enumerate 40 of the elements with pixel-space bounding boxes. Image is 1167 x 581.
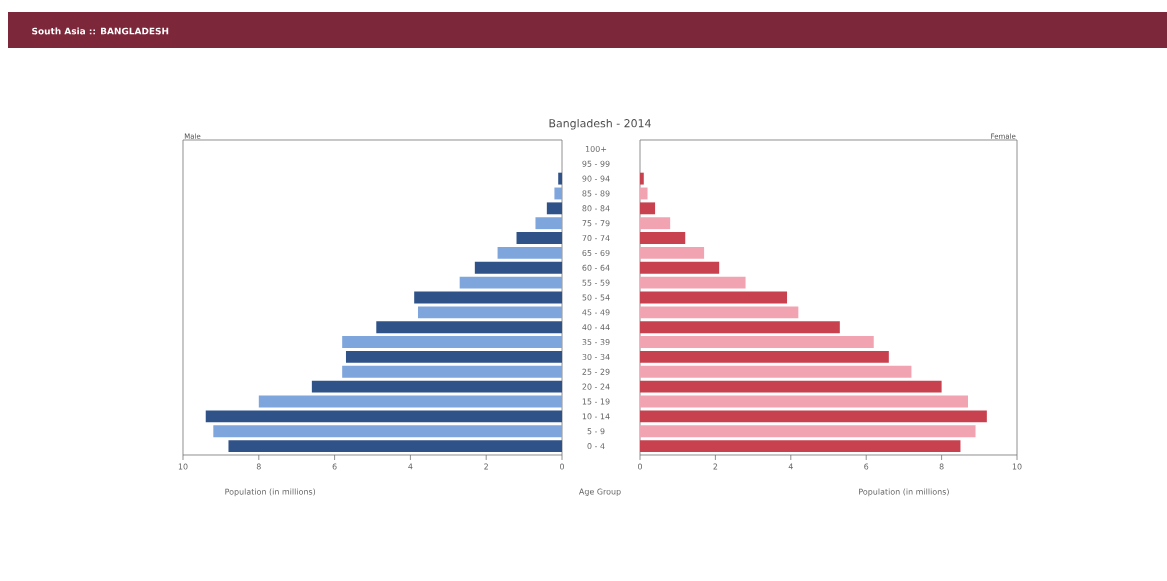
bar [640,440,961,453]
bar [258,395,562,408]
bar [376,321,562,334]
bar [546,202,562,215]
bar [640,321,840,334]
bar [640,261,720,274]
bar [640,395,968,408]
bar [414,291,562,304]
bar [342,336,562,349]
bar [640,306,799,319]
bar [417,306,562,319]
bar [342,365,562,378]
bar [640,187,648,200]
bar [640,276,746,289]
bar [213,425,562,438]
bar [311,380,562,393]
bar [459,276,562,289]
text: South Asia :: BANGLADESH [32,27,169,35]
bar [640,217,671,230]
bar [497,246,562,259]
bar [640,350,889,363]
bar [640,291,788,304]
bar [640,172,644,185]
bar [558,172,562,185]
bar [345,350,562,363]
bar [640,410,987,423]
bar [228,440,562,453]
bar [474,261,562,274]
bar [640,365,912,378]
bar [640,202,656,215]
bar [640,380,942,393]
bar [640,425,976,438]
bar [516,232,562,244]
bar [535,217,562,230]
bar [554,187,562,200]
bar [640,246,705,259]
text: Bangladesh - 2014 [549,118,651,130]
bar [205,410,562,423]
bar [640,336,874,349]
bar [640,232,686,244]
